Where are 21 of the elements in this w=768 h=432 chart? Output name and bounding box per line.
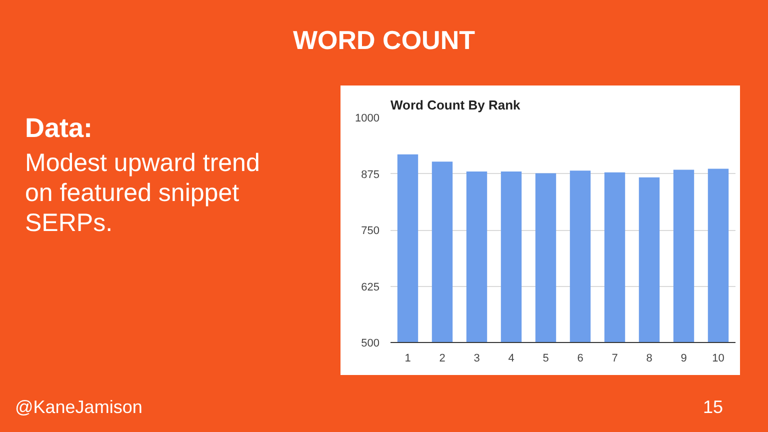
x-tick-label: 5 — [542, 352, 549, 364]
text: Data: — [25, 112, 94, 145]
text: WORD COUNT — [292, 24, 476, 57]
x-tick-label: 3 — [474, 352, 480, 364]
x-tick-label: 2 — [439, 352, 446, 364]
text: 15 — [702, 396, 723, 419]
x-tick-label: 10 — [712, 352, 724, 364]
y-tick-label: 875 — [361, 168, 380, 181]
x-tick-label: 4 — [508, 352, 514, 364]
x-tick-label: 9 — [680, 352, 687, 364]
y-tick-label: 750 — [361, 225, 380, 237]
text: Modest upward trend on featured snippet SERPs. — [25, 148, 261, 238]
y-tick-label: 1000 — [355, 112, 380, 124]
y-tick-label: 500 — [361, 338, 380, 350]
x-tick-label: 1 — [404, 352, 411, 364]
x-tick-label: 6 — [577, 352, 584, 364]
chart-title: Word Count By Rank — [390, 98, 522, 112]
y-tick-label: 625 — [361, 281, 380, 294]
x-tick-label: 8 — [646, 352, 652, 364]
x-tick-label: 7 — [612, 352, 618, 364]
text: @KaneJamison — [15, 396, 142, 419]
